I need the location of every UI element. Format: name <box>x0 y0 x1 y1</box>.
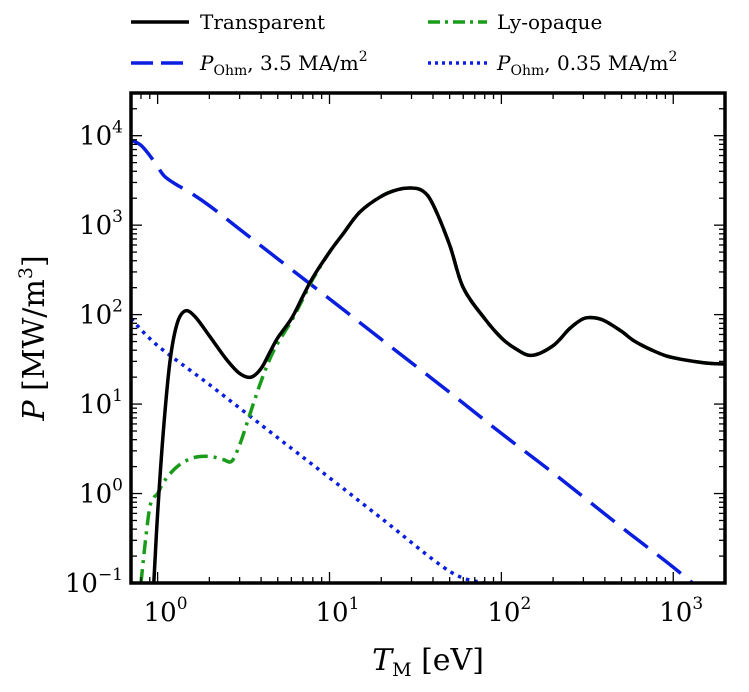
series-line-1 <box>139 186 725 583</box>
legend-label-transparent: Transparent <box>200 10 325 34</box>
tick-labels: 100 101 102 103 10−1 100 101 102 103 104 <box>65 118 703 628</box>
x-axis-label: TM [eV] <box>372 643 484 681</box>
plot-frame <box>129 91 727 585</box>
series-layer <box>131 138 725 583</box>
series-line-0 <box>152 186 725 583</box>
series-line-3 <box>131 317 486 583</box>
y-tick-label: 10−1 <box>65 565 123 599</box>
y-axis-label: P [MW/m3] <box>15 255 52 421</box>
legend-label-ly-opaque: Ly-opaque <box>497 10 602 34</box>
x-tick-label: 103 <box>659 594 703 628</box>
legend-label-ohm-3.5: POhm, 3.5 MA/m2 <box>199 49 368 79</box>
x-tick-label: 102 <box>487 594 531 628</box>
x-tick-label: 101 <box>316 594 360 628</box>
legend: Transparent Ly-opaque POhm, 3.5 MA/m2 PO… <box>131 10 677 79</box>
y-tick-label: 103 <box>79 207 123 241</box>
y-tick-label: 104 <box>79 118 123 152</box>
legend-label-ohm-0.35: POhm, 0.35 MA/m2 <box>496 49 677 79</box>
y-tick-label: 100 <box>79 476 123 510</box>
tick-layer <box>130 92 726 584</box>
y-tick-label: 101 <box>79 386 123 420</box>
y-tick-label: 102 <box>79 297 123 331</box>
x-tick-label: 100 <box>144 594 188 628</box>
series-line-2 <box>131 138 696 583</box>
